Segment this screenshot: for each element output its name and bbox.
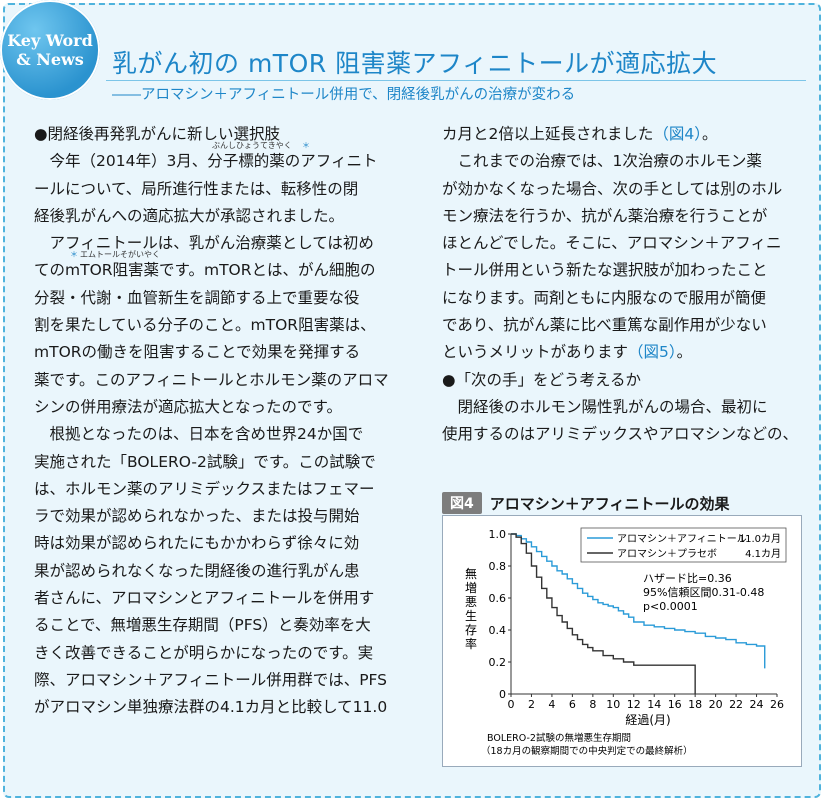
asterisk-mark: ＊: [302, 141, 310, 151]
x-tick-label: 2: [528, 698, 535, 711]
y-tick-label: 0.6: [489, 592, 507, 605]
paragraph-line: 際、アロマシン＋アフィニトール併用群では、PFS: [34, 670, 388, 689]
series-line-1: [511, 533, 766, 669]
x-tick-label: 16: [668, 698, 682, 711]
y-tick-label: 0.2: [489, 656, 507, 669]
article-subtitle: ――アロマシン＋アフィニトール併用で、閉経後乳がんの治療が変わる: [112, 87, 576, 103]
paragraph-line: トール併用という新たな選択肢が加わったこと: [442, 261, 768, 280]
figure-4-chart: 0 2 4 6 8 10 12 14 16 18 20 22 24 26 0 0.2 0.4 0.6 0.8 1.0 …: [442, 515, 802, 767]
paragraph-line: になります。両剤ともに内服なので服用が簡便: [442, 288, 766, 307]
x-tick-label: 4: [548, 698, 555, 711]
figure-label: 図4 アロマシン＋アフィニトールの効果: [442, 492, 729, 514]
x-tick-label: 26: [770, 698, 784, 711]
paragraph-line: 経後乳がんへの適応拡大が承認されました。: [34, 206, 345, 225]
x-tick-label: 0: [508, 698, 515, 711]
x-tick-label: 24: [750, 698, 764, 711]
x-tick-label: 14: [647, 698, 661, 711]
y-axis-label: 無増悪生存率: [465, 566, 477, 651]
title-divider: [106, 80, 806, 81]
hazard-ratio-annotation: ハザード比=0.36: [643, 572, 732, 585]
x-tick-label: 12: [627, 698, 641, 711]
confidence-interval-annotation: 95%信頼区間0.31-0.48: [643, 586, 764, 599]
p-value-annotation: p<0.0001: [643, 600, 698, 613]
paragraph-line: 薬です。このアフィニトールとホルモン薬のアロマ: [34, 370, 389, 389]
badge-line1: Key Word: [7, 31, 93, 50]
badge-line2: & News: [16, 50, 84, 69]
paragraph-line: 割を果たしている分子のこと。mTOR阻害薬は、: [34, 316, 376, 335]
x-tick-label: 18: [688, 698, 702, 711]
right-column: カ月と2倍以上延長されました（図4）。 これまでの治療では、1次治療のホルモン薬…: [442, 121, 812, 449]
paragraph-line: 閉経後のホルモン陽性乳がんの場合、最初に: [442, 397, 768, 416]
legend-label-series-2: アロマシン＋プラセボ: [617, 548, 717, 560]
ruby-bunshihyoutekiyaku: ぶんしひょうてきやく: [212, 141, 292, 151]
figure-5-reference: （図5）: [628, 343, 677, 362]
figure-4-reference: （図4）: [653, 125, 702, 143]
paragraph-line: ＊ エムトールそがいやく てのmTOR阻害薬です。mTORとは、がん細胞の: [34, 250, 376, 280]
left-column: ●閉経後再発乳がんに新しい選択肢 ぶんしひょうてきやく ＊ 今年（2014年）3…: [34, 121, 414, 722]
paragraph-line: 使用するのはアリミデックスやアロマシンなどの、: [442, 425, 799, 444]
paragraph-line: 分裂・代謝・血管新生を調節する上で重要な役: [34, 288, 360, 307]
figure-title: アロマシン＋アフィニトールの効果: [489, 494, 730, 513]
y-tick-label: 0.8: [489, 560, 507, 573]
section-heading-2: ●「次の手」をどう考えるか: [442, 370, 642, 389]
ruby-mtor-sogaiyaku: エムトールそがいやく: [80, 250, 160, 260]
x-tick-label: 8: [589, 698, 596, 711]
keyword-news-badge: Key Word & News: [0, 0, 100, 100]
legend-median-series-1: 11.0カ月: [739, 533, 781, 545]
paragraph-line: ほとんどでした。そこに、アロマシン＋アフィニ: [442, 234, 782, 253]
paragraph-line: がアロマシン単独療法群の4.1カ月と比較して11.0: [34, 698, 388, 717]
asterisk-mark: ＊: [70, 250, 78, 260]
km-chart-svg: 0 2 4 6 8 10 12 14 16 18 20 22 24 2600.20.40.60.81.0 …: [465, 527, 787, 757]
paragraph-line: ールについて、局所進行性または、転移性の閉: [34, 179, 359, 198]
paragraph-line: ぶんしひょうてきやく ＊ 今年（2014年）3月、分子標的薬のアフィニト: [34, 141, 378, 171]
paragraph-line: アフィニトールは、乳がん治療薬としては初め: [34, 234, 374, 253]
paragraph-line: きく改善できることが明らかになったのです。実: [34, 643, 374, 662]
paragraph-line: ラで効果が認められなかった、または投与開始: [34, 507, 360, 526]
paragraph-line: カ月と2倍以上延長されました（図4）。: [442, 125, 718, 143]
paragraph-line: は、ホルモン薬のアリミデックスまたはフェマー: [34, 479, 375, 498]
x-axis-label: 経過(月): [625, 713, 670, 727]
article-title: 乳がん初の mTOR 阻害薬アフィニトールが適応拡大: [112, 49, 718, 78]
paragraph-line: というメリットがあります（図5）。: [442, 343, 693, 362]
paragraph-line: 根拠となったのは、日本を含め世界24か国で: [34, 425, 364, 444]
paragraph-line: シンの併用療法が適応拡大となったのです。: [34, 397, 342, 416]
paragraph-line: 者さんに、アロマシンとアフィニトールを併用す: [34, 589, 375, 608]
paragraph-line: であり、抗がん薬に比べ重篤な副作用が少ない: [442, 316, 767, 335]
legend-box: [580, 527, 787, 563]
legend-median-series-2: 4.1カ月: [745, 548, 781, 560]
figure-caption-2: （18カ月の観察期間での中央判定での最終解析）: [481, 745, 693, 757]
paragraph-line: モン療法を行うか、抗がん薬治療を行うことが: [442, 206, 768, 225]
x-tick-label: 6: [569, 698, 576, 711]
y-tick-label: 0: [499, 688, 506, 701]
x-tick-label: 10: [606, 698, 620, 711]
figure-caption-1: BOLERO-2試験の無増悪生存期間: [487, 732, 631, 744]
paragraph-line: これまでの治療では、1次治療のホルモン薬: [442, 152, 762, 171]
paragraph-line: が効かなくなった場合、次の手としては別のホル: [442, 179, 783, 198]
section-heading-1: ●閉経後再発乳がんに新しい選択肢: [34, 125, 281, 143]
y-tick-label: 1.0: [489, 528, 507, 541]
paragraph-line: ることで、無増悪生存期間（PFS）と奏効率を大: [34, 616, 371, 635]
legend-label-series-1: アロマシン＋アフィニトール: [617, 534, 747, 545]
paragraph-line: 果が認められなくなった閉経後の進行乳がん患: [34, 561, 360, 580]
x-tick-label: 20: [709, 698, 723, 711]
figure-tag: 図4: [442, 492, 482, 514]
x-tick-label: 22: [729, 698, 743, 711]
series-line-2: [511, 533, 696, 694]
paragraph-line: 時は効果が認められたにもかかわらず徐々に効: [34, 534, 360, 553]
paragraph-line: mTORの働きを阻害することで効果を発揮する: [34, 343, 361, 362]
y-tick-label: 0.4: [489, 624, 507, 637]
paragraph-line: 実施された「BOLERO-2試験」です。この試験で: [34, 452, 376, 471]
